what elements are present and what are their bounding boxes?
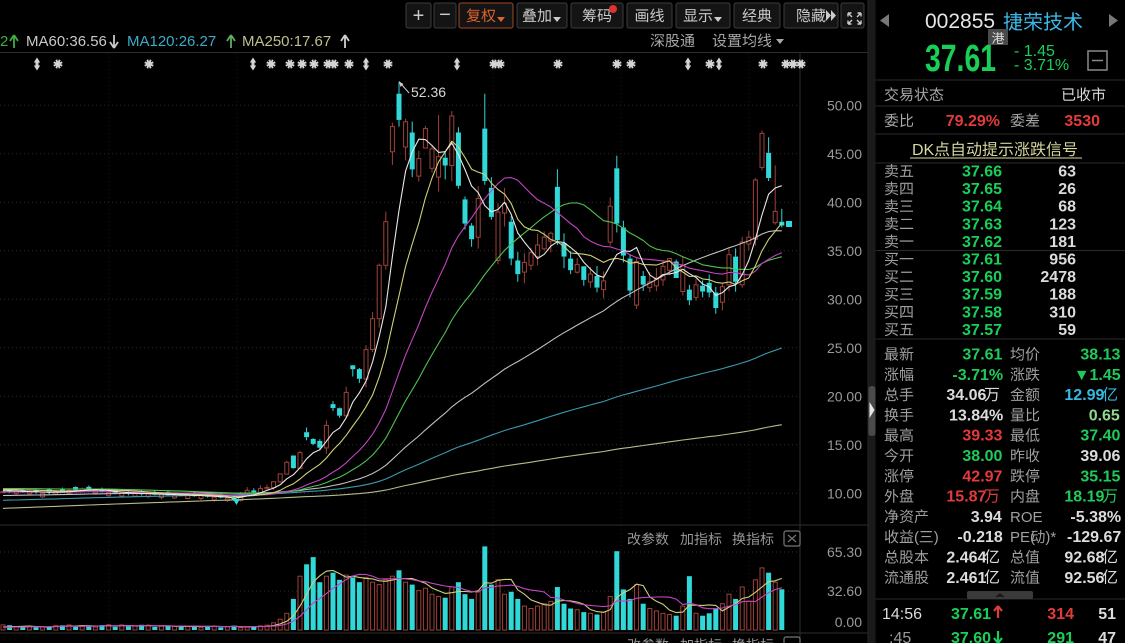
svg-text:MA60:36.56: MA60:36.56 — [26, 33, 107, 50]
svg-text:PE(: PE( — [1010, 529, 1035, 546]
svg-text:3530: 3530 — [1064, 113, 1100, 130]
svg-text:37.61: 37.61 — [962, 347, 1002, 364]
svg-text:37.61: 37.61 — [925, 38, 996, 80]
svg-text:40.00: 40.00 — [827, 194, 862, 210]
svg-text:ROE: ROE — [1010, 509, 1043, 526]
svg-text:15.87: 15.87 — [946, 489, 986, 506]
svg-text:92.68: 92.68 — [1064, 550, 1104, 567]
svg-text:+: + — [413, 5, 425, 27]
svg-text:002855: 002855 — [925, 10, 995, 33]
svg-text:- 1.45: - 1.45 — [1014, 43, 1055, 60]
svg-text:2.461: 2.461 — [946, 570, 986, 587]
svg-text:MA120:26.27: MA120:26.27 — [127, 33, 216, 50]
svg-text:65.30: 65.30 — [827, 544, 862, 560]
svg-text:MA250:17.67: MA250:17.67 — [242, 33, 331, 50]
svg-text:37.62: 37.62 — [962, 234, 1002, 251]
svg-text:956: 956 — [1049, 252, 1076, 269]
svg-text:38.13: 38.13 — [1080, 347, 1120, 364]
svg-text:- 3.71%: - 3.71% — [1014, 57, 1069, 74]
svg-text:123: 123 — [1049, 216, 1076, 233]
svg-text:50.00: 50.00 — [827, 97, 862, 113]
svg-text:37.60: 37.60 — [962, 269, 1002, 286]
svg-text:52.36: 52.36 — [411, 84, 446, 100]
svg-text:38.00: 38.00 — [962, 448, 1002, 465]
svg-text:3.94: 3.94 — [971, 509, 1002, 526]
svg-text:37.40: 37.40 — [1080, 428, 1120, 445]
svg-text:59: 59 — [1058, 322, 1076, 339]
svg-text:42.97: 42.97 — [962, 468, 1002, 485]
svg-text:2.464: 2.464 — [946, 550, 986, 567]
svg-text:15.00: 15.00 — [827, 437, 862, 453]
svg-text:37.64: 37.64 — [962, 199, 1002, 216]
svg-text:13.84%: 13.84% — [949, 407, 1003, 424]
svg-text:37.61: 37.61 — [962, 252, 1002, 269]
svg-text:92.56: 92.56 — [1064, 570, 1104, 587]
svg-text:)*: )* — [1045, 529, 1056, 546]
svg-text:291: 291 — [1047, 630, 1074, 643]
svg-text:32.60: 32.60 — [827, 583, 862, 599]
svg-text:310: 310 — [1049, 304, 1076, 321]
svg-text:30.00: 30.00 — [827, 291, 862, 307]
svg-text:37.63: 37.63 — [962, 216, 1002, 233]
svg-text:37.60: 37.60 — [951, 630, 991, 643]
svg-text:-5.38%: -5.38% — [1070, 509, 1121, 526]
svg-text:DK: DK — [912, 142, 935, 159]
svg-text:0.65: 0.65 — [1089, 407, 1120, 424]
svg-text:−: − — [439, 4, 451, 26]
svg-text:39.33: 39.33 — [962, 428, 1002, 445]
svg-text:▼1.45: ▼1.45 — [1074, 367, 1121, 384]
svg-text::45: :45 — [889, 630, 911, 643]
svg-text:26: 26 — [1058, 181, 1076, 198]
svg-text:25.00: 25.00 — [827, 340, 862, 356]
svg-text:-3.71%: -3.71% — [952, 367, 1003, 384]
svg-text:181: 181 — [1049, 234, 1076, 251]
svg-text:0.00: 0.00 — [835, 614, 862, 630]
svg-text:18.19: 18.19 — [1064, 489, 1104, 506]
svg-text:20.00: 20.00 — [827, 388, 862, 404]
svg-text:2: 2 — [0, 33, 8, 50]
svg-text:51: 51 — [1098, 606, 1116, 623]
svg-text:45.00: 45.00 — [827, 146, 862, 162]
svg-text:2478: 2478 — [1040, 269, 1076, 286]
svg-text:(: ( — [914, 529, 919, 546]
svg-text:79.29%: 79.29% — [946, 113, 1000, 130]
svg-text:10.00: 10.00 — [827, 485, 862, 501]
svg-text:37.57: 37.57 — [962, 322, 1002, 339]
svg-text:12.99: 12.99 — [1064, 387, 1104, 404]
svg-text:37.59: 37.59 — [962, 287, 1002, 304]
svg-text:-129.67: -129.67 — [1067, 529, 1121, 546]
svg-text:14:56: 14:56 — [882, 606, 922, 623]
svg-text:68: 68 — [1058, 199, 1076, 216]
svg-text:-0.218: -0.218 — [957, 529, 1002, 546]
svg-text:37.66: 37.66 — [962, 164, 1002, 181]
svg-text:35.15: 35.15 — [1080, 468, 1120, 485]
svg-text:37.61: 37.61 — [951, 606, 991, 623]
svg-text:34.06: 34.06 — [946, 387, 986, 404]
svg-text:314: 314 — [1047, 606, 1074, 623]
svg-text:37.65: 37.65 — [962, 181, 1002, 198]
svg-text:188: 188 — [1049, 287, 1076, 304]
svg-text:35.00: 35.00 — [827, 243, 862, 259]
svg-text:63: 63 — [1058, 164, 1076, 181]
svg-text:37.58: 37.58 — [962, 304, 1002, 321]
svg-text:): ) — [934, 529, 939, 546]
svg-text:47: 47 — [1098, 630, 1116, 643]
svg-text:39.06: 39.06 — [1080, 448, 1120, 465]
